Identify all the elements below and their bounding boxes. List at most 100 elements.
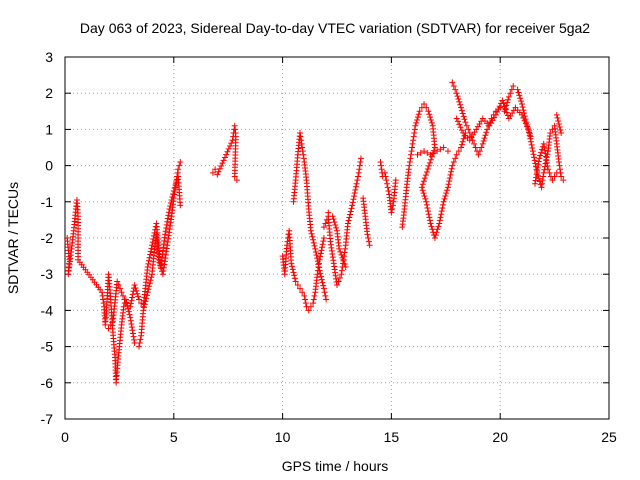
data-point [338, 271, 345, 278]
data-point [320, 282, 327, 289]
data-point [558, 130, 565, 137]
data-point [521, 117, 528, 124]
data-point [409, 144, 416, 151]
x-tick-label: 5 [170, 429, 178, 445]
data-point [231, 173, 238, 180]
data-point [481, 135, 488, 142]
data-point [383, 177, 390, 184]
data-point [352, 186, 359, 193]
y-tick-label: -5 [41, 339, 54, 355]
data-point [549, 177, 556, 184]
data-point [144, 263, 151, 270]
data-point [220, 157, 227, 164]
x-tick-label: 15 [384, 429, 400, 445]
data-point [167, 200, 174, 207]
data-point [422, 172, 429, 179]
data-point [419, 187, 426, 194]
data-point [233, 177, 240, 184]
data-point [298, 140, 305, 147]
data-point [514, 86, 521, 93]
data-point [133, 287, 140, 294]
data-point [531, 157, 538, 164]
data-point [355, 173, 362, 180]
data-markers [64, 79, 567, 386]
data-point [130, 330, 136, 337]
data-point [541, 166, 548, 173]
data-point [409, 140, 416, 147]
data-point [163, 225, 170, 232]
data-point [522, 120, 529, 127]
data-point [289, 263, 296, 270]
data-point [449, 79, 456, 86]
data-point [529, 145, 536, 152]
data-point [314, 258, 321, 265]
grid-lines [65, 57, 609, 419]
data-point [539, 177, 546, 184]
data-point [310, 296, 317, 303]
data-point [428, 116, 435, 123]
data-point [176, 162, 183, 169]
data-point [338, 251, 345, 258]
data-point [455, 95, 462, 102]
data-point [449, 162, 456, 169]
data-point [225, 145, 232, 152]
data-point [421, 148, 428, 155]
data-point [165, 209, 172, 216]
data-point [120, 303, 127, 310]
data-point [115, 282, 122, 289]
chart-title: Day 063 of 2023, Sidereal Day-to-day VTE… [80, 20, 590, 36]
data-point [342, 245, 349, 252]
data-point [355, 169, 362, 176]
data-point [297, 130, 304, 137]
data-point [430, 149, 437, 156]
data-point [300, 151, 307, 158]
data-point [555, 117, 562, 124]
data-point [100, 296, 107, 303]
data-point [410, 137, 417, 144]
data-point [336, 245, 343, 252]
data-point [458, 141, 465, 148]
data-point [428, 119, 435, 126]
data-point [535, 175, 542, 182]
data-point [145, 260, 152, 267]
data-point [503, 109, 510, 116]
data-point [427, 114, 434, 121]
data-point [441, 195, 448, 202]
data-point [418, 184, 425, 191]
axis-ticks: 0 5 10 15 20 25 -7 -6 -5 -4 -3 -2 -1 0 1 2 3 [41, 49, 617, 445]
data-point [520, 114, 527, 121]
data-point [457, 124, 464, 131]
data-point [309, 233, 316, 240]
data-point [423, 198, 430, 205]
data-point [127, 303, 134, 310]
data-point [357, 155, 364, 162]
data-point [529, 148, 536, 155]
data-point [307, 227, 314, 234]
data-point [524, 123, 531, 130]
data-point [437, 214, 444, 221]
data-point [553, 169, 560, 176]
data-point [555, 158, 562, 165]
data-point [294, 282, 301, 289]
data-point [149, 239, 156, 246]
data-point [162, 231, 169, 238]
data-point [460, 113, 467, 120]
data-point [148, 245, 155, 252]
data-point [329, 213, 336, 220]
data-point [315, 264, 322, 271]
data-point [135, 293, 142, 300]
data-point [444, 187, 451, 194]
data-point [357, 158, 364, 165]
data-point [389, 202, 396, 209]
data-point [315, 261, 322, 268]
data-point [317, 253, 324, 260]
data-point [518, 101, 525, 108]
data-point [436, 217, 443, 224]
data-point [298, 137, 305, 144]
y-tick-label: 3 [45, 49, 53, 65]
data-point [502, 106, 509, 113]
data-point [129, 294, 136, 301]
data-point [121, 296, 128, 303]
data-point [558, 173, 565, 180]
